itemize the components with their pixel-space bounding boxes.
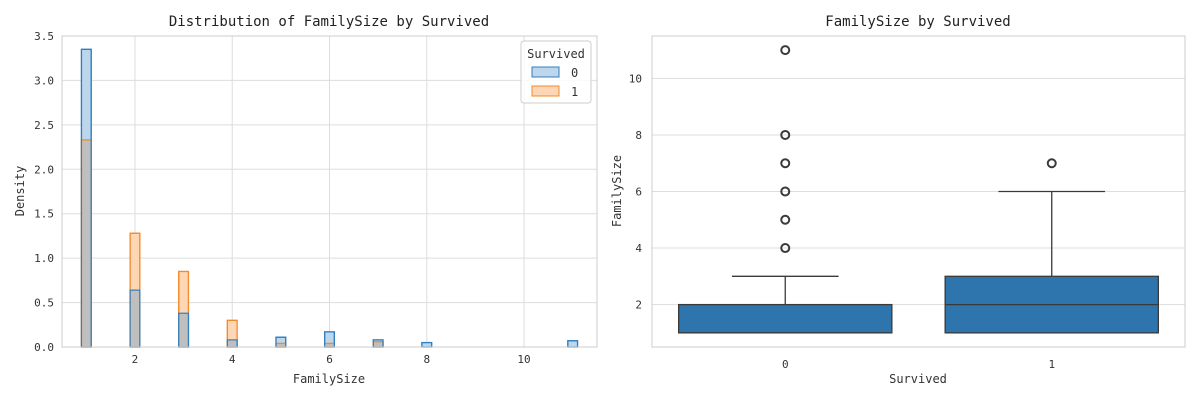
hist-ytick-label: 2.5 <box>34 119 54 132</box>
box-xtick-label: 1 <box>1048 358 1055 371</box>
legend-title: Survived <box>527 47 585 61</box>
histogram-title: Distribution of FamilySize by Survived <box>169 14 489 30</box>
histogram-chart: Distribution of FamilySize by Survived F… <box>13 14 598 386</box>
histogram-x-axis-label: FamilySize <box>293 372 365 386</box>
boxplot-ticks: 2 4 6 8 10 0 1 <box>629 72 1055 371</box>
hist-bar-overlap <box>227 339 238 347</box>
hist-bar-overlap <box>373 341 383 347</box>
boxplot-y-axis-label: FamilySize <box>610 155 624 227</box>
histogram-legend: Survived 0 1 <box>520 40 592 104</box>
hist-bar-overlap <box>178 313 189 347</box>
box-iqr-0 <box>678 303 893 334</box>
hist-ytick-label: 1.0 <box>34 252 54 265</box>
box-ytick-label: 6 <box>635 186 642 199</box>
box-ytick-label: 4 <box>635 242 642 255</box>
hist-xtick-label: 2 <box>132 353 139 366</box>
legend-swatch-1 <box>531 85 560 97</box>
box-ytick-label: 2 <box>635 299 642 312</box>
boxplot-x-axis-label: Survived <box>889 372 947 386</box>
box-ytick-label: 10 <box>629 72 642 85</box>
hist-xtick-label: 8 <box>423 353 430 366</box>
box-outlier <box>780 45 791 56</box>
hist-ytick-label: 0.0 <box>34 341 54 354</box>
hist-bar-overlap <box>130 290 140 347</box>
hist-xtick-label: 4 <box>229 353 236 366</box>
hist-bar-overlap <box>324 343 335 347</box>
legend-label-0: 0 <box>571 66 578 80</box>
box-xtick-label: 0 <box>782 358 789 371</box>
histogram-plot-frame <box>61 35 598 348</box>
box-outlier <box>1046 158 1057 169</box>
box-outlier <box>780 158 791 169</box>
hist-bar-survived-0 <box>421 341 433 348</box>
legend-swatch-0 <box>531 66 560 78</box>
hist-xtick-label: 6 <box>326 353 333 366</box>
hist-ytick-label: 0.5 <box>34 297 54 310</box>
boxplot-title: FamilySize by Survived <box>825 14 1010 30</box>
box-outlier <box>780 129 791 140</box>
hist-ytick-label: 3.0 <box>34 74 54 87</box>
legend-label-1: 1 <box>571 85 578 99</box>
boxplot-plot-frame <box>651 35 1186 348</box>
histogram-y-axis-label: Density <box>13 166 27 217</box>
hist-bar-overlap <box>81 139 92 347</box>
boxplot-chart: FamilySize by Survived Survived FamilySi… <box>610 14 1186 386</box>
box-outlier <box>780 243 791 254</box>
hist-ytick-label: 3.5 <box>34 30 54 43</box>
boxplot-boxes <box>678 45 1160 334</box>
hist-ytick-label: 2.0 <box>34 163 54 176</box>
histogram-ticks: 0.0 0.5 1.0 1.5 2.0 2.5 3.0 3.5 2 4 6 8 10 <box>34 30 531 366</box>
hist-bar-overlap <box>276 343 286 347</box>
histogram-grid <box>62 35 597 348</box>
hist-ytick-label: 1.5 <box>34 208 54 221</box>
hist-bar-survived-0 <box>567 340 579 348</box>
box-outlier <box>780 186 791 197</box>
box-ytick-label: 8 <box>635 129 642 142</box>
hist-xtick-label: 10 <box>517 353 530 366</box>
box-outlier <box>780 214 791 225</box>
